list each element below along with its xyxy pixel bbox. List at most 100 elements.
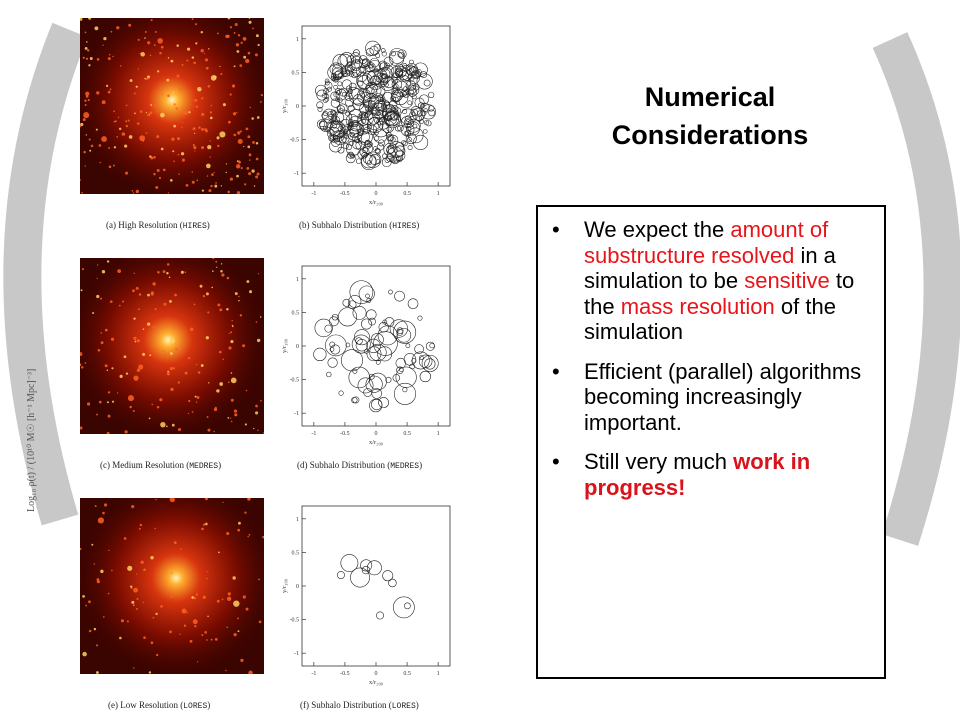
subhalo-circle (378, 60, 388, 70)
subhalo-circle (395, 74, 412, 91)
subhalo-circle (341, 79, 352, 90)
subhalo-circle (412, 71, 420, 79)
subhalo-circle (348, 151, 354, 157)
subhalo-circle (359, 87, 365, 93)
subhalo-circle (390, 155, 400, 165)
x-tick-label: 0 (375, 191, 378, 197)
x-tick-label: -0.5 (340, 431, 350, 437)
y-tick-label: 1 (296, 517, 299, 523)
subhalo-circle (407, 145, 413, 151)
subhalo-circle (391, 151, 397, 157)
subhalo-circle (366, 346, 382, 362)
subhalo-circle (368, 373, 375, 380)
subhalo-circle (363, 85, 378, 99)
subhalo-circle (366, 309, 377, 320)
y-tick-label: 0.5 (292, 550, 300, 556)
bullet-item: • Efficient (parallel) algorithms becomin… (552, 359, 882, 436)
subhalo-circle (400, 116, 413, 128)
subhalo-circle (338, 390, 344, 396)
subhalo-circle (397, 125, 404, 132)
subhalo-circle (398, 51, 404, 58)
subhalo-circle (345, 342, 351, 348)
subhalo-circle (384, 62, 390, 69)
subhalo-circle (337, 126, 344, 132)
subhalo-circle (346, 55, 357, 66)
subhalo-circle (396, 86, 403, 93)
caption-b: (b) Subhalo Distribution (HIRES) (299, 220, 420, 231)
subhalo-circle (365, 293, 370, 299)
subhalo-circle (365, 151, 382, 168)
subhalo-circle (345, 114, 359, 127)
y-tick-label: -0.5 (290, 138, 300, 144)
y-tick-label: -1 (294, 651, 299, 657)
subhalo-circle (383, 111, 398, 126)
caption-f: (f) Subhalo Distribution (LORES) (300, 700, 419, 711)
subhalo-circle (393, 382, 417, 405)
subhalo-circle (407, 88, 414, 95)
subhalo-circle (366, 70, 382, 86)
subhalo-circle (364, 101, 370, 107)
subhalo-circle (355, 140, 366, 151)
subhalo-circle (411, 351, 430, 370)
subhalo-circle (380, 48, 386, 53)
subhalo-circle (352, 98, 364, 110)
subhalo-circle (324, 324, 333, 333)
subhalo-circle (424, 358, 436, 370)
subhalo-circle (422, 129, 428, 134)
subhalo-circle (407, 298, 419, 310)
subhalo-circle (419, 355, 424, 361)
subhalo-circle (365, 81, 378, 94)
subhalo-circle (314, 318, 333, 338)
bullet-text: to the (584, 268, 855, 319)
subhalo-circle (374, 147, 381, 154)
subhalo-circle (365, 106, 371, 112)
y-tick-label: -1 (294, 171, 299, 177)
subhalo-circle (396, 328, 412, 343)
slide-title: Numerical Considerations (560, 78, 860, 154)
subhalo-circle (409, 85, 420, 96)
subhalo-circle (416, 115, 423, 122)
subhalo-circle (405, 343, 411, 349)
subhalo-circle (407, 100, 413, 106)
subhalo-circle (369, 343, 387, 362)
subhalo-circle (325, 334, 347, 357)
subhalo-circle (350, 567, 370, 588)
subhalo-circle (382, 319, 388, 325)
subhalo-circle (420, 110, 427, 117)
x-tick-label: 0.5 (403, 191, 411, 197)
subhalo-circle (414, 344, 424, 354)
x-tick-label: -0.5 (340, 671, 350, 677)
x-tick-label: -1 (311, 671, 316, 677)
subhalo-circle (330, 344, 341, 355)
y-tick-label: 0 (296, 344, 299, 350)
subhalo-circle (374, 135, 380, 141)
subhalo-circle (366, 338, 381, 354)
subhalo-circle (365, 62, 376, 73)
subhalo-circle (357, 80, 364, 87)
y-tick-label: -0.5 (290, 618, 300, 624)
x-tick-label: 1 (437, 431, 440, 437)
y-axis-label: y/r₂₀₀ (281, 579, 288, 593)
subhalo-circle (375, 111, 381, 117)
subhalo-circle (349, 280, 374, 304)
subhalo-circle (321, 112, 328, 119)
subhalo-circle (352, 305, 367, 320)
subhalo-circle (378, 139, 385, 147)
highlighted-text: work in progress! (584, 449, 811, 500)
subhalo-circle (390, 51, 397, 57)
subhalo-circle (357, 377, 374, 394)
subhalo-distribution-plot-hires: -1 -0.5 0 0.5 1 1 0.5 0 -0.5 -1 x/r₂₀₀ y/r₂₀₀ (280, 20, 460, 210)
subhalo-circle (316, 101, 324, 109)
subhalo-circle (358, 55, 368, 64)
subhalo-circle (398, 68, 412, 82)
subhalo-circle (348, 82, 357, 91)
subhalo-circle (370, 93, 386, 108)
subhalo-circle (313, 347, 327, 362)
subhalo-circle (408, 59, 414, 65)
bullet-text: Still very much (584, 449, 734, 474)
subhalo-circle (365, 108, 371, 114)
subhalo-circle (356, 72, 373, 90)
subhalo-circle (382, 570, 394, 582)
y-tick-label: -1 (294, 411, 299, 417)
subhalo-circle (355, 339, 368, 352)
